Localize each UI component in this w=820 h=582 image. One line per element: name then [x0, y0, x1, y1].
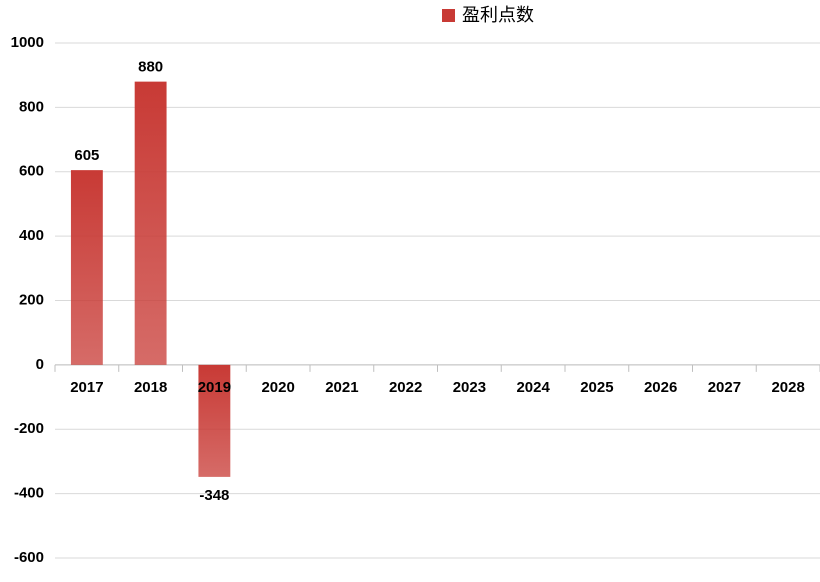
- x-tick-label: 2018: [134, 379, 167, 396]
- x-tick-label: 2028: [771, 379, 804, 396]
- y-tick-label: 1000: [11, 34, 44, 51]
- data-label: 605: [74, 147, 99, 164]
- x-tick-label: 2024: [516, 379, 550, 396]
- data-label: 880: [138, 59, 163, 76]
- x-tick-label: 2019: [198, 379, 231, 396]
- legend-swatch: [442, 9, 455, 22]
- x-tick-label: 2023: [453, 379, 486, 396]
- x-tick-label: 2017: [70, 379, 103, 396]
- data-label: -348: [199, 487, 229, 504]
- x-tick-label: 2021: [325, 379, 358, 396]
- bar: [134, 81, 167, 365]
- x-tick-label: 2027: [708, 379, 741, 396]
- y-tick-label: 0: [36, 356, 44, 373]
- y-tick-label: 600: [19, 163, 44, 180]
- y-tick-label: 200: [19, 291, 44, 308]
- y-tick-label: 400: [19, 227, 44, 244]
- y-tick-label: -600: [14, 549, 44, 566]
- x-tick-label: 2020: [261, 379, 294, 396]
- bar: [198, 364, 231, 477]
- y-tick-label: -200: [14, 420, 44, 437]
- legend-label: 盈利点数: [462, 5, 534, 25]
- y-tick-label: -400: [14, 485, 44, 502]
- x-tick-label: 2022: [389, 379, 422, 396]
- x-tick-label: 2025: [580, 379, 613, 396]
- x-tick-label: 2026: [644, 379, 677, 396]
- y-tick-label: 800: [19, 98, 44, 115]
- bar: [70, 170, 103, 365]
